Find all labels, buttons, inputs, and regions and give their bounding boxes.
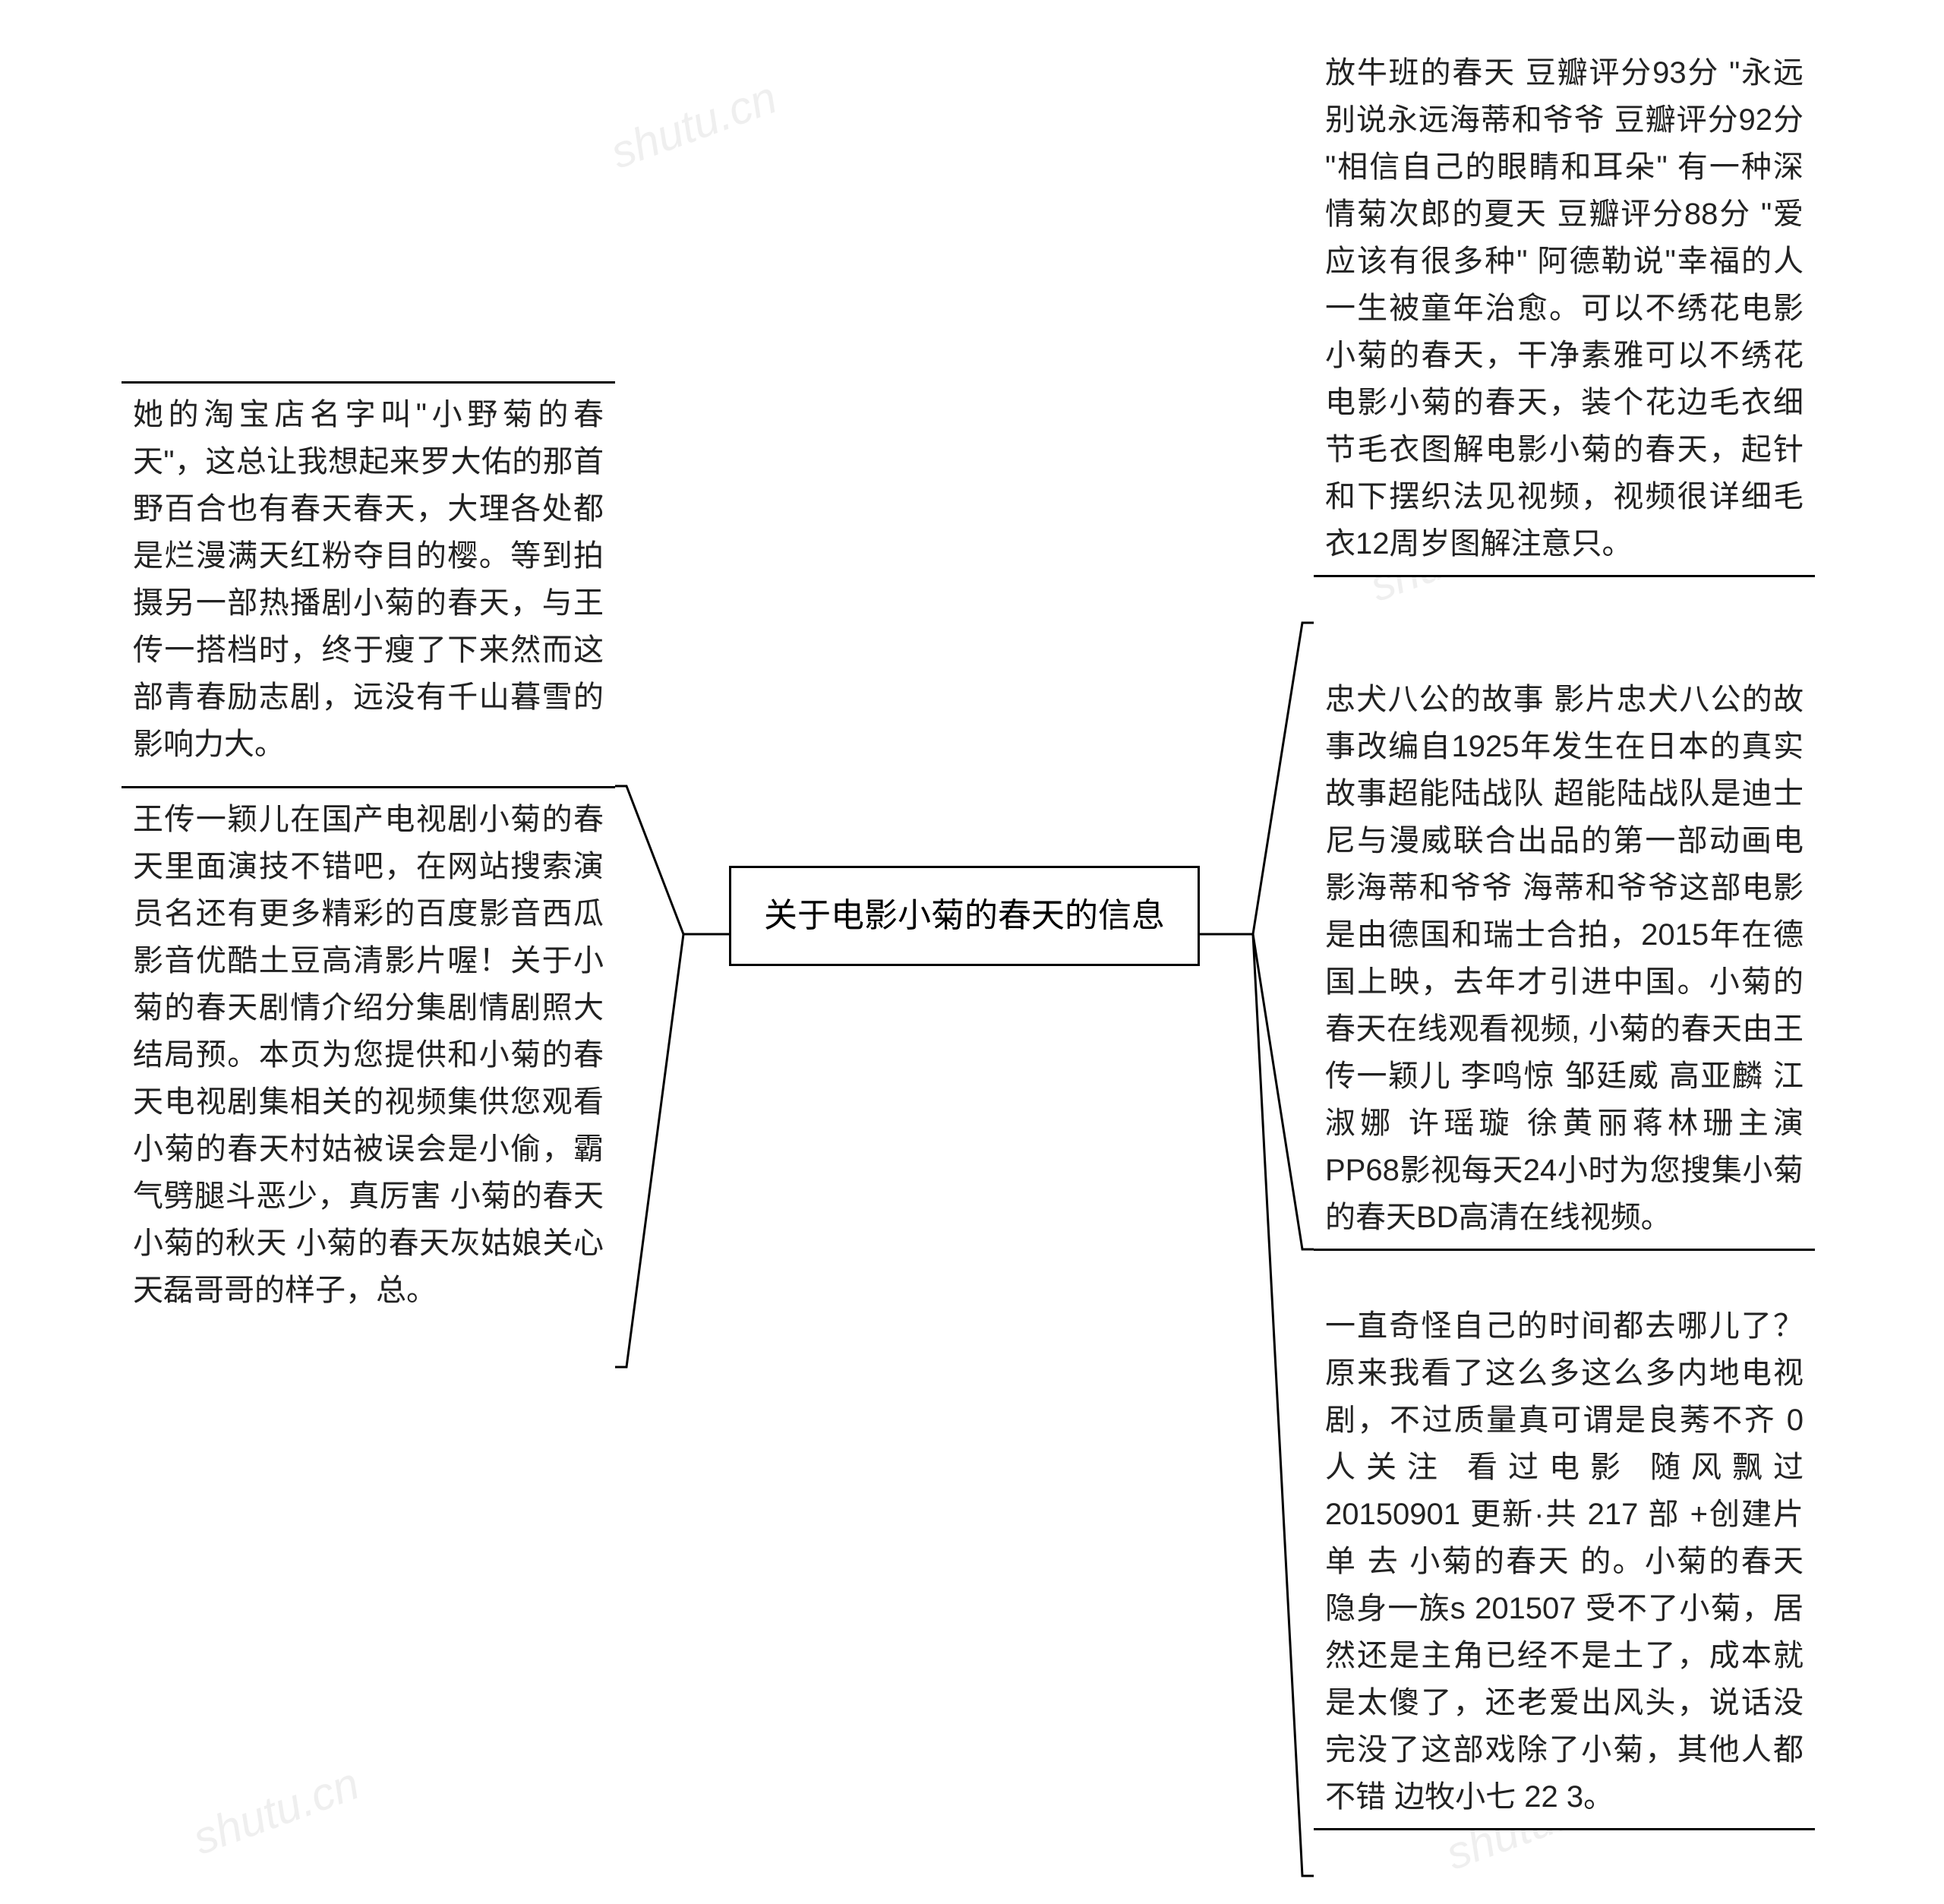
- watermark: shutu.cn: [186, 1757, 366, 1865]
- mindmap-center-node: 关于电影小菊的春天的信息: [729, 866, 1200, 966]
- mindmap-right-node-3: 一直奇怪自己的时间都去哪儿了？原来我看了这么多这么多内地电视剧，不过质量真可谓是…: [1314, 1295, 1815, 1830]
- mindmap-left-node-1: 她的淘宝店名字叫"小野菊的春天"，这总让我想起来罗大佑的那首野百合也有春天春天，…: [122, 381, 615, 775]
- mindmap-right-node-1: 放牛班的春天 豆瓣评分93分 "永远别说永远海蒂和爷爷 豆瓣评分92分 "相信自…: [1314, 42, 1815, 577]
- mindmap-left-node-2: 王传一颖儿在国产电视剧小菊的春天里面演技不错吧，在网站搜索演员名还有更多精彩的百…: [122, 786, 615, 1321]
- mindmap-right-node-2: 忠犬八公的故事 影片忠犬八公的故事改编自1925年发生在日本的真实故事超能陆战队…: [1314, 668, 1815, 1251]
- watermark: shutu.cn: [604, 71, 784, 178]
